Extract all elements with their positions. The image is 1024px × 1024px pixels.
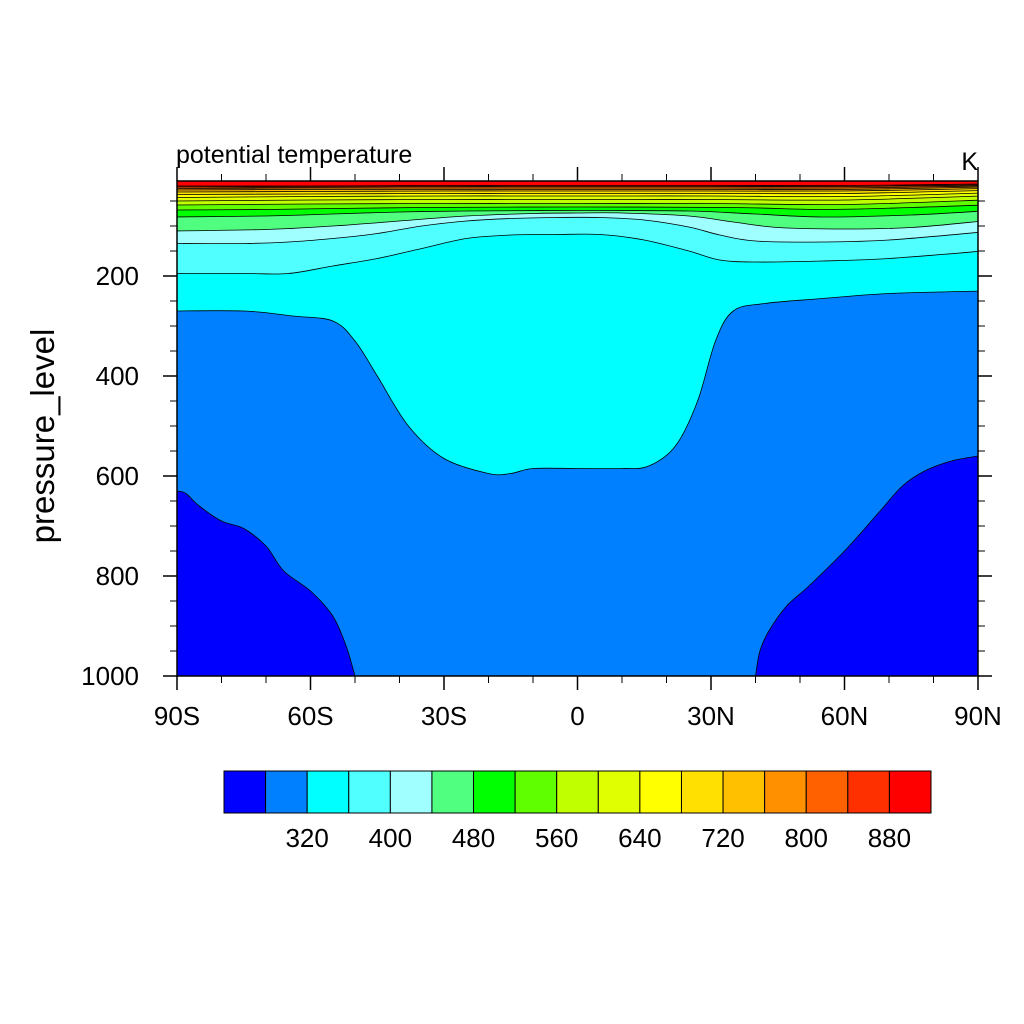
colorbar-box: [306, 770, 350, 814]
colorbar-box: [514, 770, 558, 814]
colorbar-box: [223, 770, 267, 814]
plot-area: [177, 181, 978, 676]
x-tick-label: 30S: [421, 701, 467, 731]
colorbar-box: [473, 770, 516, 814]
chart-units: K: [961, 148, 978, 176]
chart-title: potential temperature: [176, 141, 412, 169]
colorbar-box: [265, 770, 308, 814]
x-tick-label: 90N: [954, 701, 1002, 731]
colorbar-box: [847, 770, 890, 814]
x-tick-label: 30N: [687, 701, 735, 731]
y-axis-label: pressure_level: [24, 329, 61, 544]
colorbar-box: [888, 770, 932, 814]
colorbar-label: 640: [618, 823, 661, 853]
y-tick-label: 800: [96, 561, 139, 591]
colorbar: 320 400 480 560 640 720 800 880: [223, 770, 932, 853]
x-tick-label: 60S: [287, 701, 333, 731]
colorbar-box: [431, 770, 475, 814]
colorbar-box: [722, 770, 766, 814]
colorbar-box: [805, 770, 849, 814]
colorbar-box: [597, 770, 641, 814]
colorbar-label: 720: [701, 823, 744, 853]
colorbar-box: [764, 770, 807, 814]
colorbar-box: [389, 770, 433, 814]
colorbar-label: 480: [452, 823, 495, 853]
colorbar-box: [639, 770, 682, 814]
colorbar-label: 400: [369, 823, 412, 853]
colorbar-box: [680, 770, 724, 814]
colorbar-label: 800: [785, 823, 828, 853]
colorbar-box: [556, 770, 599, 814]
colorbar-box: [348, 770, 391, 814]
x-tick-label: 0: [570, 701, 584, 731]
y-tick-label: 1000: [81, 661, 139, 691]
colorbar-label: 320: [285, 823, 328, 853]
y-tick-label: 200: [96, 261, 139, 291]
x-tick-label: 60N: [821, 701, 869, 731]
y-tick-label: 600: [96, 461, 139, 491]
colorbar-label: 560: [535, 823, 578, 853]
band-880: [177, 181, 978, 187]
x-tick-label: 90S: [154, 701, 200, 731]
axes: 90S 60S 30S 0 30N 60N 90N 200 400 600 800 1000: [81, 167, 1002, 731]
y-tick-label: 400: [96, 361, 139, 391]
colorbar-label: 880: [868, 823, 911, 853]
